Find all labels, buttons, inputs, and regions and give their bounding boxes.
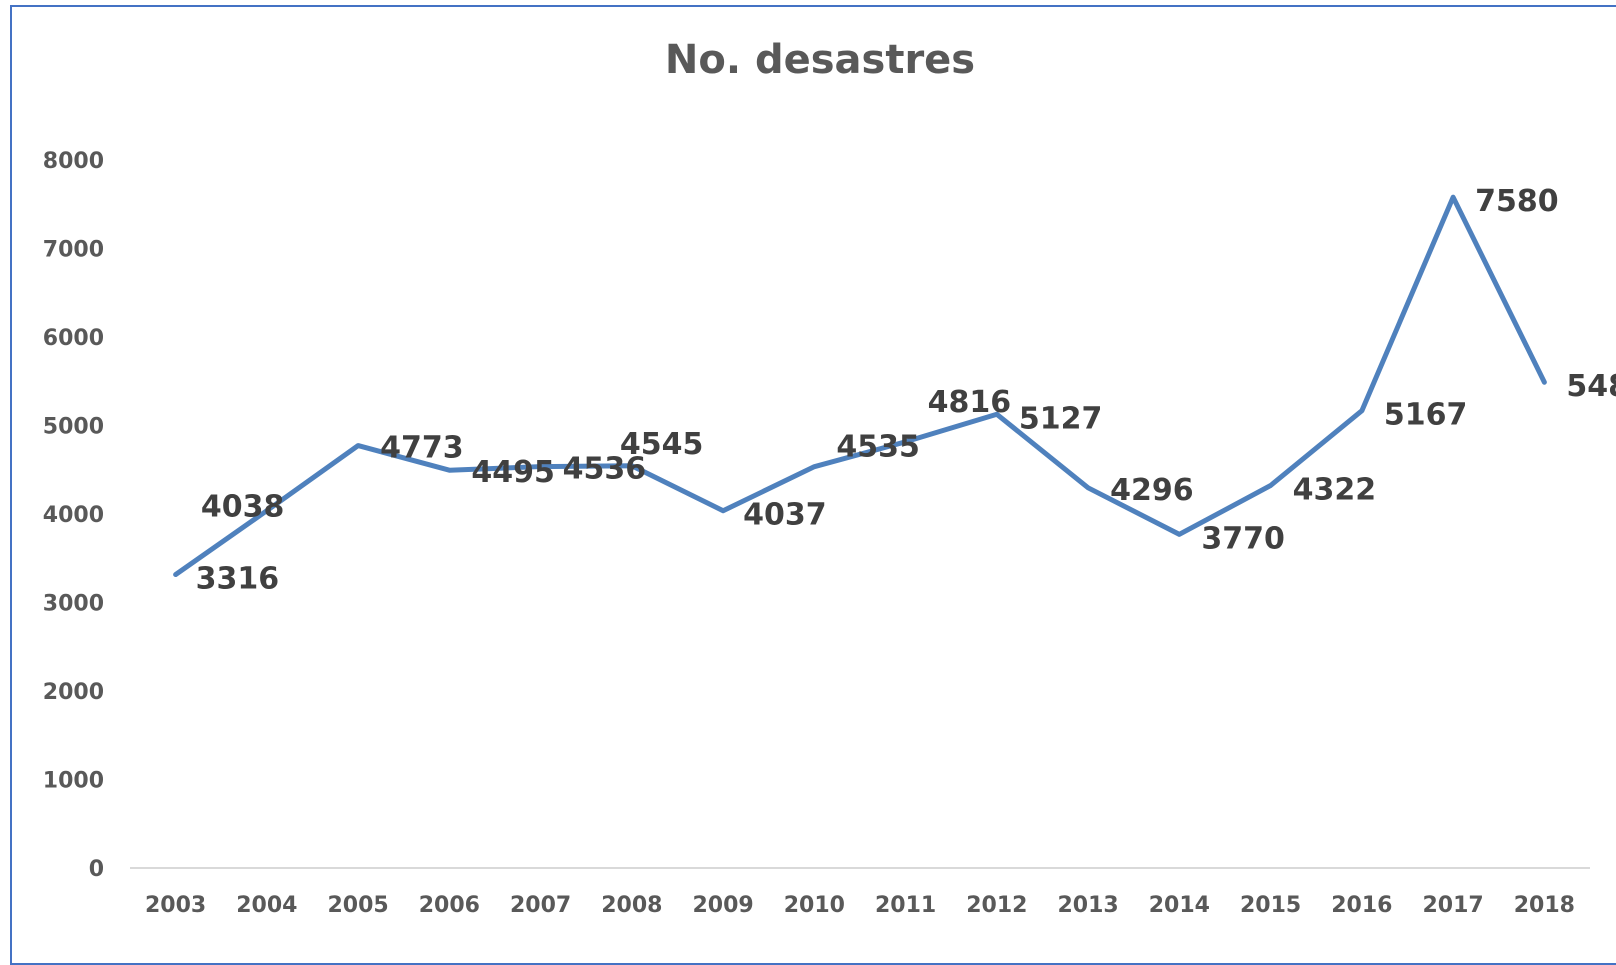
data-label: 4535 [836,430,920,465]
data-label: 4296 [1110,473,1194,508]
y-tick-label: 0 [89,857,104,882]
y-tick-label: 8000 [43,149,104,174]
x-tick-label: 2015 [1240,893,1301,918]
data-label: 5127 [1019,401,1103,436]
data-label: 4545 [620,427,704,462]
data-label: 4536 [563,452,647,487]
series-line [173,194,1547,578]
data-label: 4038 [201,490,285,525]
x-tick-label: 2013 [1058,893,1119,918]
x-tick-label: 2009 [693,893,754,918]
x-tick-label: 2018 [1514,893,1575,918]
y-tick-label: 5000 [43,415,104,440]
data-label: 7580 [1475,184,1559,219]
data-label: 5489 [1566,369,1616,404]
y-tick-label: 3000 [43,592,104,617]
x-tick-label: 2016 [1331,893,1392,918]
data-label: 5167 [1384,398,1468,433]
data-label: 4773 [380,431,464,466]
y-axis-ticks: 0 1000 2000 3000 4000 5000 6000 7000 8000 [43,149,104,882]
x-tick-label: 2012 [966,893,1027,918]
y-tick-label: 1000 [43,769,104,794]
chart-title: No. desastres [665,37,975,83]
y-tick-label: 2000 [43,680,104,705]
x-tick-label: 2014 [1149,893,1210,918]
x-tick-label: 2017 [1423,893,1484,918]
x-tick-label: 2007 [510,893,571,918]
x-tick-label: 2004 [236,893,297,918]
data-label: 4037 [743,498,827,533]
data-label: 3770 [1201,521,1285,556]
chart-frame [10,5,1616,965]
data-label: 4495 [471,455,555,490]
y-tick-label: 6000 [43,326,104,351]
data-label: 3316 [196,562,280,597]
y-tick-label: 7000 [43,238,104,263]
x-tick-label: 2011 [875,893,936,918]
data-label: 4816 [928,385,1012,420]
data-label: 4322 [1293,473,1377,508]
x-tick-label: 2008 [601,893,662,918]
x-tick-label: 2005 [328,893,389,918]
x-axis-ticks: 2003 2004 2005 2006 2007 2008 2009 2010 2011 2012… [145,893,1575,918]
x-tick-label: 2003 [145,893,206,918]
x-tick-label: 2006 [419,893,480,918]
x-tick-label: 2010 [784,893,845,918]
y-tick-label: 4000 [43,503,104,528]
